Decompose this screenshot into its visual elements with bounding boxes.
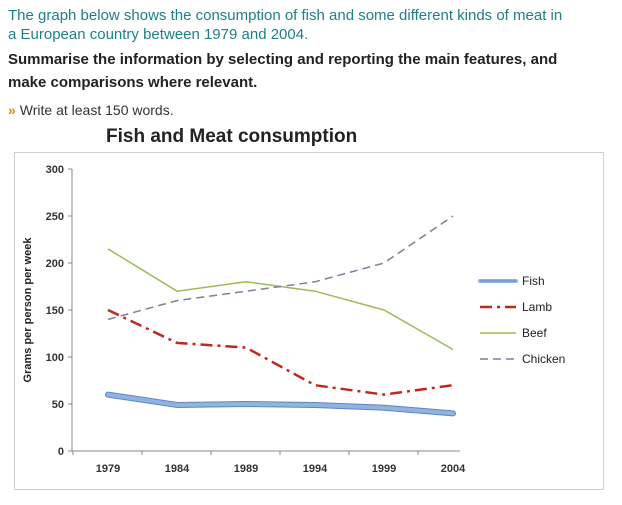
x-tick-label: 2004 xyxy=(441,463,466,475)
y-tick-label: 100 xyxy=(46,352,64,364)
task-line-2: a European country between 1979 and 2004… xyxy=(8,26,309,43)
bullet-arrow-icon: » xyxy=(8,102,16,118)
y-tick-label: 200 xyxy=(46,258,64,270)
word-count-text: Write at least 150 words. xyxy=(19,102,174,118)
word-count-note: » Write at least 150 words. xyxy=(8,101,174,120)
fish-series-line xyxy=(106,392,455,416)
x-tick-label: 1994 xyxy=(303,463,328,475)
chart-title: Fish and Meat consumption xyxy=(106,126,358,147)
y-tick-label: 0 xyxy=(58,446,64,458)
y-axis-label: Grams per person per week xyxy=(22,237,34,383)
task-instruction-1: Summarise the information by selecting a… xyxy=(8,51,558,68)
legend-label-beef: Beef xyxy=(522,326,547,340)
legend-label-fish: Fish xyxy=(522,274,545,288)
y-tick-label: 50 xyxy=(52,399,64,411)
legend-label-chicken: Chicken xyxy=(522,352,565,366)
x-tick-label: 1979 xyxy=(96,463,120,475)
task-line-1: The graph below shows the consumption of… xyxy=(8,7,563,24)
line-chart: 0 50 100 150 200 250 300 1979 1984 1989 1994 1999 20… xyxy=(22,164,565,475)
y-tick-label: 150 xyxy=(46,305,64,317)
lamb-series-line xyxy=(107,308,454,396)
chart-frame: 0 50 100 150 200 250 300 1979 1984 1989 1994 1999 20… xyxy=(14,152,604,490)
y-tick-label: 250 xyxy=(46,211,64,223)
chicken-series-line xyxy=(107,215,454,321)
task-instruction-2: make comparisons where relevant. xyxy=(8,74,258,91)
x-tick-label: 1989 xyxy=(234,463,258,475)
x-tick-label: 1984 xyxy=(165,463,190,475)
x-tick-label: 1999 xyxy=(372,463,396,475)
y-tick-label: 300 xyxy=(46,164,64,176)
legend-label-lamb: Lamb xyxy=(522,300,552,314)
